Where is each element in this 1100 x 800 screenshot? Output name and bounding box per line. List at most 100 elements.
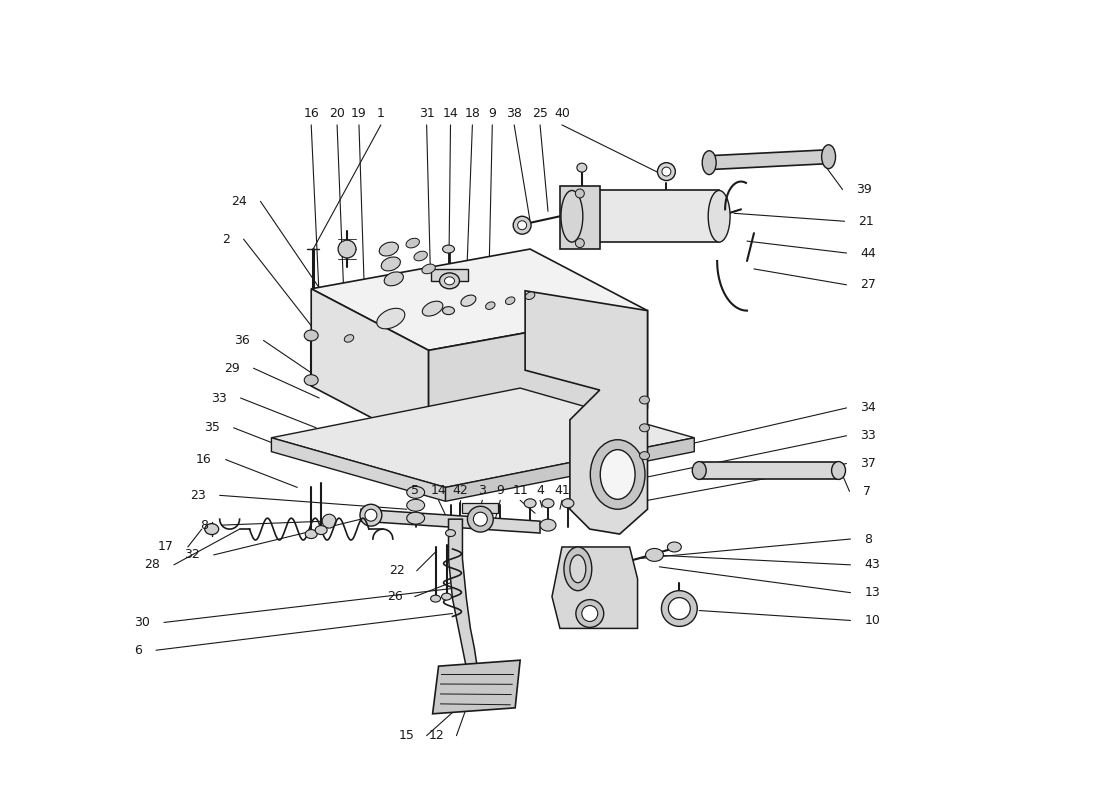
Ellipse shape (692, 462, 706, 479)
Ellipse shape (365, 510, 377, 521)
Ellipse shape (305, 330, 318, 341)
Ellipse shape (639, 452, 649, 459)
Ellipse shape (461, 295, 476, 306)
Polygon shape (525, 290, 648, 534)
Text: 9: 9 (496, 484, 504, 498)
Ellipse shape (473, 512, 487, 526)
Text: 33: 33 (860, 430, 877, 442)
Ellipse shape (430, 595, 441, 602)
Ellipse shape (639, 424, 649, 432)
Ellipse shape (485, 302, 495, 310)
Ellipse shape (564, 547, 592, 590)
Text: 7: 7 (864, 485, 871, 498)
Ellipse shape (205, 524, 219, 534)
Text: 22: 22 (389, 564, 405, 578)
Ellipse shape (576, 163, 586, 172)
Text: 33: 33 (211, 391, 227, 405)
Polygon shape (446, 438, 694, 502)
Text: 20: 20 (329, 107, 345, 120)
Ellipse shape (442, 306, 454, 314)
Text: 41: 41 (554, 484, 570, 498)
Ellipse shape (305, 530, 317, 538)
Ellipse shape (446, 530, 455, 537)
Ellipse shape (422, 301, 443, 316)
Polygon shape (311, 289, 429, 448)
Text: 5: 5 (410, 484, 419, 498)
Polygon shape (272, 388, 694, 487)
Text: 34: 34 (860, 402, 877, 414)
Text: 13: 13 (865, 586, 880, 599)
Ellipse shape (708, 190, 730, 242)
Text: 1: 1 (377, 107, 385, 120)
Ellipse shape (384, 272, 404, 286)
Ellipse shape (601, 450, 635, 499)
Text: 40: 40 (554, 107, 570, 120)
Text: 9: 9 (488, 107, 496, 120)
Text: 39: 39 (857, 183, 872, 196)
Text: 44: 44 (860, 246, 877, 259)
Text: 8: 8 (865, 533, 872, 546)
Text: 12: 12 (429, 729, 444, 742)
Text: 37: 37 (860, 457, 877, 470)
Polygon shape (700, 462, 838, 479)
Text: 8: 8 (200, 518, 208, 532)
Ellipse shape (414, 251, 428, 261)
Text: 18: 18 (464, 107, 481, 120)
Ellipse shape (658, 162, 675, 181)
Text: 32: 32 (184, 549, 200, 562)
Text: 26: 26 (387, 590, 403, 603)
Polygon shape (710, 150, 828, 170)
Polygon shape (462, 503, 498, 514)
Text: 2: 2 (222, 233, 230, 246)
Text: 11: 11 (513, 484, 528, 498)
Ellipse shape (344, 334, 354, 342)
Ellipse shape (444, 277, 454, 285)
Text: 15: 15 (399, 729, 415, 742)
Ellipse shape (570, 555, 586, 582)
Ellipse shape (442, 245, 454, 253)
Ellipse shape (542, 499, 554, 508)
Ellipse shape (661, 590, 697, 626)
Text: 30: 30 (134, 616, 150, 629)
Ellipse shape (305, 374, 318, 386)
Ellipse shape (407, 499, 425, 511)
Ellipse shape (524, 499, 536, 508)
Text: 21: 21 (858, 214, 874, 228)
Polygon shape (432, 660, 520, 714)
Text: 4: 4 (536, 484, 544, 498)
Ellipse shape (832, 462, 846, 479)
Text: 27: 27 (860, 278, 877, 291)
Text: 31: 31 (419, 107, 435, 120)
Text: 17: 17 (158, 541, 174, 554)
Ellipse shape (668, 542, 681, 552)
Ellipse shape (582, 606, 597, 622)
Ellipse shape (662, 167, 671, 176)
Text: 6: 6 (134, 644, 142, 657)
Text: 38: 38 (506, 107, 522, 120)
Text: 14: 14 (442, 107, 459, 120)
Ellipse shape (441, 593, 451, 600)
Text: 36: 36 (234, 334, 250, 347)
Text: 14: 14 (431, 484, 447, 498)
Ellipse shape (338, 240, 356, 258)
Ellipse shape (377, 308, 405, 329)
Ellipse shape (514, 216, 531, 234)
Ellipse shape (526, 292, 535, 299)
Text: 29: 29 (223, 362, 240, 374)
Ellipse shape (646, 549, 663, 562)
Ellipse shape (518, 221, 527, 230)
Polygon shape (430, 269, 469, 281)
Ellipse shape (506, 297, 515, 305)
Text: 24: 24 (231, 195, 246, 208)
Text: 35: 35 (204, 422, 220, 434)
Ellipse shape (591, 440, 645, 510)
Ellipse shape (379, 242, 398, 256)
Ellipse shape (422, 264, 436, 274)
Polygon shape (572, 190, 719, 242)
Text: 19: 19 (351, 107, 366, 120)
Ellipse shape (562, 499, 574, 508)
Ellipse shape (440, 273, 460, 289)
Polygon shape (429, 310, 648, 448)
Ellipse shape (575, 189, 584, 198)
Text: 10: 10 (865, 614, 880, 627)
